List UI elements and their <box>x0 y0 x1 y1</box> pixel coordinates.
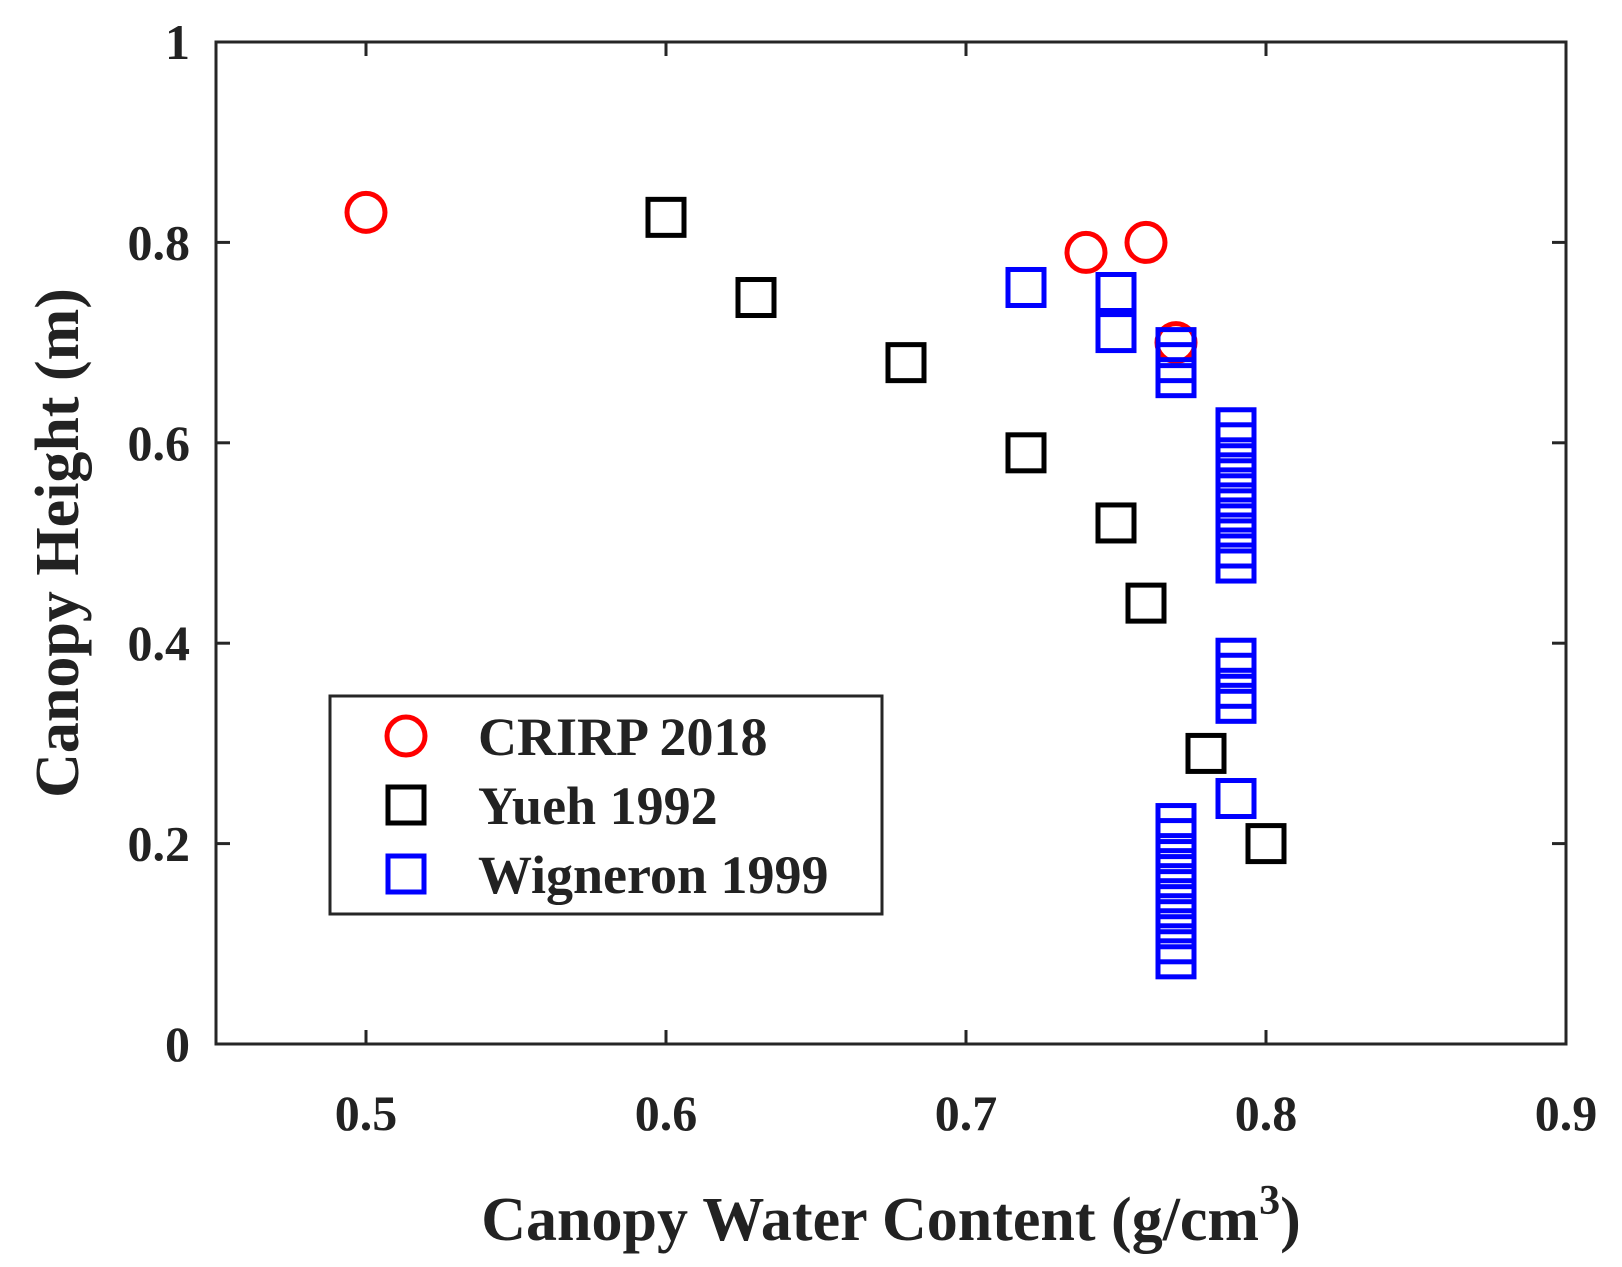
data-point-circle <box>344 190 388 234</box>
legend-circle-icon <box>384 714 428 758</box>
data-point-circle <box>1124 220 1168 264</box>
y-tick-label: 0 <box>165 1016 190 1072</box>
data-point-square <box>645 196 687 238</box>
y-axis-label: Canopy Height (m) <box>24 288 92 798</box>
series-wigneron-1999 <box>1005 266 1257 980</box>
data-point-square <box>735 277 777 319</box>
data-point-square <box>1215 682 1257 724</box>
y-tick-label: 1 <box>165 14 190 70</box>
x-tick-label: 0.9 <box>1535 1085 1598 1141</box>
x-tick-label: 0.7 <box>935 1085 998 1141</box>
y-tick-label: 0.4 <box>128 615 191 671</box>
x-axis-label-main: Canopy Water Content (g/cm <box>481 1186 1259 1254</box>
x-axis-label: Canopy Water Content (g/cm3) <box>481 1178 1301 1254</box>
y-tick-label: 0.6 <box>128 415 191 471</box>
x-axis-label-suffix: ) <box>1280 1186 1301 1254</box>
data-point-square <box>1155 938 1197 980</box>
data-point-circle <box>1064 230 1108 274</box>
legend: CRIRP 2018 Yueh 1992 Wigneron 1999 <box>328 694 884 916</box>
data-point-square <box>1095 312 1137 354</box>
data-point-square <box>1005 266 1047 308</box>
axis-ticks <box>216 40 1568 1046</box>
data-point-square <box>1215 778 1257 820</box>
y-tick-label: 0.8 <box>128 214 191 270</box>
x-axis-label-superscript: 3 <box>1259 1178 1280 1224</box>
data-point-square <box>1005 432 1047 474</box>
legend-label: Wigneron 1999 <box>478 845 829 905</box>
y-tick-label: 0.2 <box>128 816 191 872</box>
x-tick-label: 0.5 <box>335 1085 398 1141</box>
x-tick-label: 0.8 <box>1235 1085 1298 1141</box>
data-point-square <box>1245 823 1287 865</box>
data-point-square <box>1185 732 1227 774</box>
data-point-square <box>1095 502 1137 544</box>
data-point-square <box>1095 272 1137 313</box>
legend-item: CRIRP 2018 <box>384 707 768 767</box>
plot-frame <box>214 40 1568 1046</box>
legend-label: Yueh 1992 <box>478 776 718 836</box>
data-point-square <box>885 342 927 384</box>
tick-labels: 0.5 0.6 0.7 0.8 0.9 0 0.2 0.4 0.6 0.8 1 <box>128 14 1598 1141</box>
data-point-square <box>1215 542 1257 584</box>
legend-square-icon <box>385 784 427 826</box>
legend-item: Wigneron 1999 <box>385 845 829 905</box>
legend-item: Yueh 1992 <box>385 776 718 836</box>
legend-label: CRIRP 2018 <box>478 707 768 767</box>
data-point-square <box>1125 582 1167 624</box>
legend-square-icon <box>385 853 427 895</box>
x-tick-label: 0.6 <box>635 1085 698 1141</box>
plot-marks <box>344 190 1287 980</box>
data-point-square <box>1155 357 1197 399</box>
series-yueh-1992 <box>645 196 1287 865</box>
